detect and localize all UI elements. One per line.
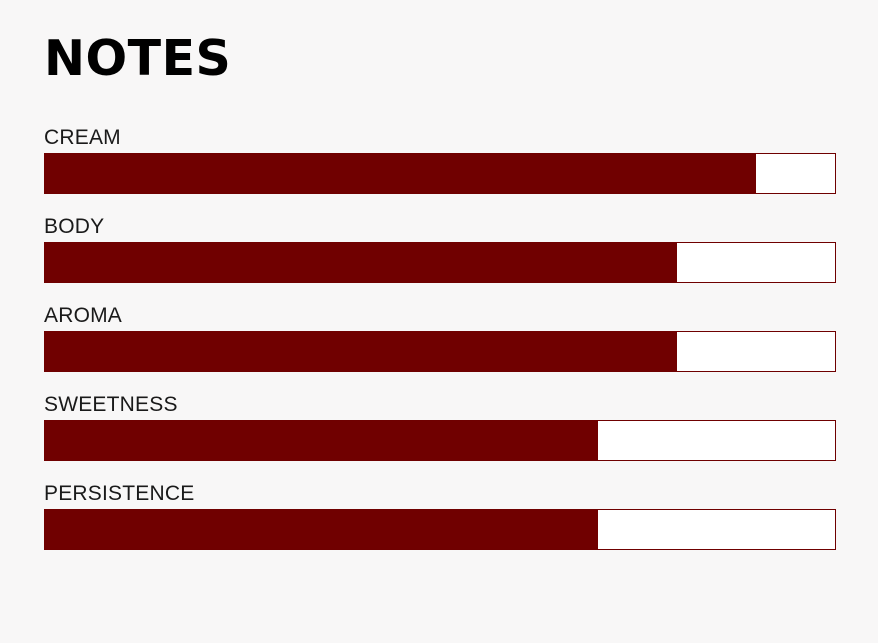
note-aroma: AROMA [44, 303, 836, 393]
progress-bar [44, 331, 836, 372]
note-label: AROMA [44, 304, 123, 327]
progress-bar [44, 420, 836, 461]
page-title: NOTES [44, 30, 232, 87]
note-label: BODY [44, 215, 105, 238]
note-sweetness: SWEETNESS [44, 392, 836, 482]
progress-bar [44, 509, 836, 550]
progress-bar [44, 242, 836, 283]
note-label: SWEETNESS [44, 393, 178, 416]
progress-bar-fill [45, 243, 677, 282]
note-label: CREAM [44, 126, 121, 149]
note-persistence: PERSISTENCE [44, 481, 836, 571]
notes-list: CREAM BODY AROMA SWEETNESS PERSISTENCE [44, 125, 836, 571]
progress-bar-fill [45, 421, 598, 460]
progress-bar-fill [45, 332, 677, 371]
notes-panel: NOTES CREAM BODY AROMA SWEETNESS [44, 28, 836, 571]
progress-bar [44, 153, 836, 194]
progress-bar-fill [45, 510, 598, 549]
note-cream: CREAM [44, 125, 836, 215]
progress-bar-fill [45, 154, 756, 193]
note-label: PERSISTENCE [44, 482, 195, 505]
note-body: BODY [44, 214, 836, 304]
